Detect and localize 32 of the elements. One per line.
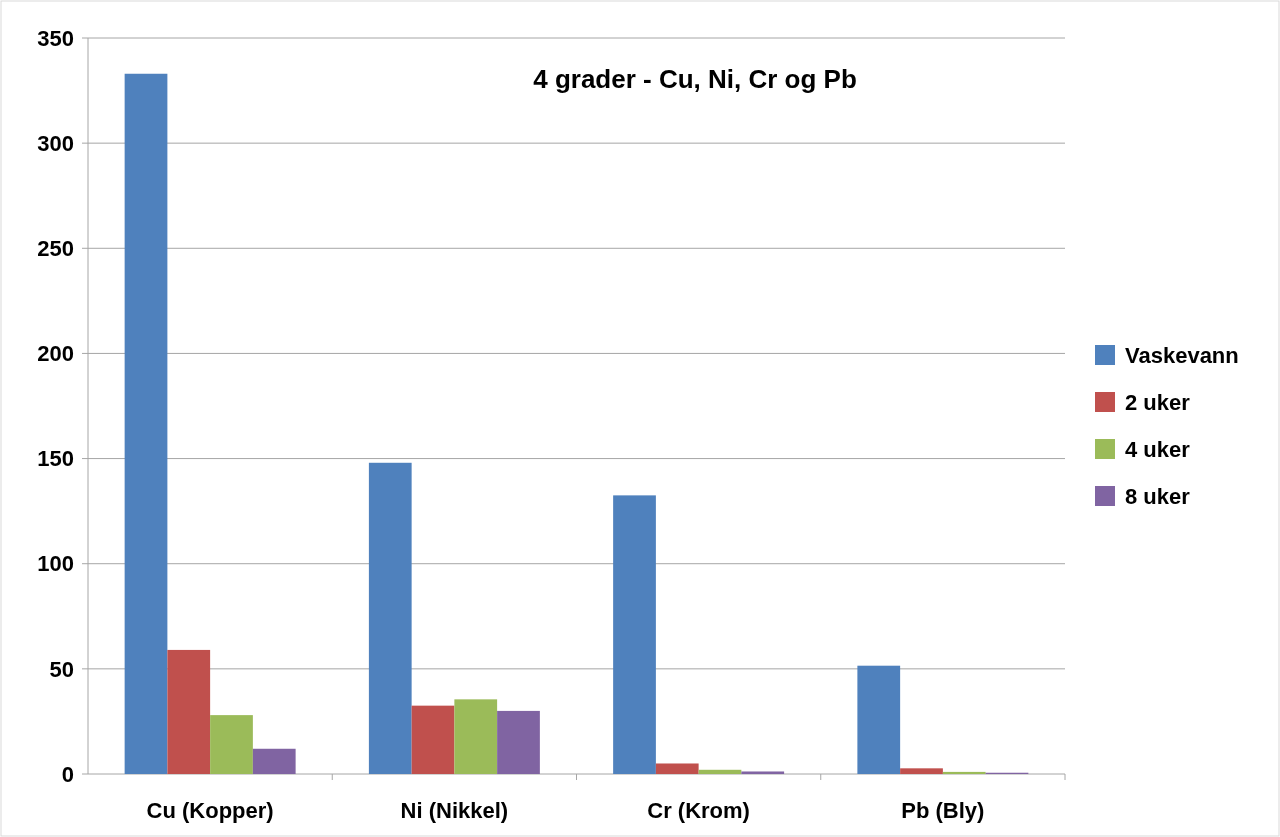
y-tick-label: 200 — [37, 341, 74, 367]
bar — [252, 748, 296, 774]
legend-label: 4 uker — [1125, 436, 1191, 462]
bar — [942, 771, 986, 774]
bar — [368, 462, 412, 774]
y-tick-label: 300 — [37, 130, 74, 156]
legend-label: Vaskevann — [1125, 342, 1239, 368]
legend-label: 8 uker — [1125, 483, 1191, 509]
bar — [454, 699, 498, 774]
y-tick-label: 250 — [37, 235, 74, 261]
bar — [655, 763, 699, 774]
y-tick-label: 0 — [61, 761, 74, 787]
text: 4 grader - Cu, Ni, Cr og Pb — [533, 64, 857, 94]
bar — [613, 495, 656, 774]
bar — [900, 768, 943, 774]
y-tick-label: 50 — [49, 656, 74, 682]
bar — [698, 769, 742, 774]
x-tick-label: Pb (Bly) — [901, 798, 985, 823]
x-tick-label: Cr (Krom) — [647, 798, 750, 823]
y-tick-label: 150 — [37, 446, 74, 472]
legend-label: 2 uker — [1125, 389, 1191, 415]
bar — [167, 649, 211, 774]
bar — [497, 710, 540, 774]
bar — [411, 705, 455, 774]
bar — [210, 715, 253, 774]
y-tick-label: 350 — [37, 25, 74, 51]
y-tick-label: 100 — [37, 551, 74, 577]
x-tick-label: Cu (Kopper) — [146, 798, 274, 823]
x-tick-label: Ni (Nikkel) — [400, 798, 509, 823]
bar — [857, 665, 901, 774]
bar — [741, 771, 785, 774]
bar — [124, 73, 168, 774]
